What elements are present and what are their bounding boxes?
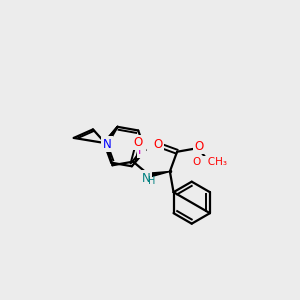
Text: N: N xyxy=(103,137,111,151)
Text: O: O xyxy=(194,140,203,153)
Text: H: H xyxy=(148,176,155,186)
Polygon shape xyxy=(149,172,170,177)
Text: O: O xyxy=(133,136,142,149)
Text: O  CH₃: O CH₃ xyxy=(193,157,227,167)
Text: O: O xyxy=(154,138,163,151)
Text: F: F xyxy=(138,144,145,157)
Text: N: N xyxy=(142,172,151,184)
